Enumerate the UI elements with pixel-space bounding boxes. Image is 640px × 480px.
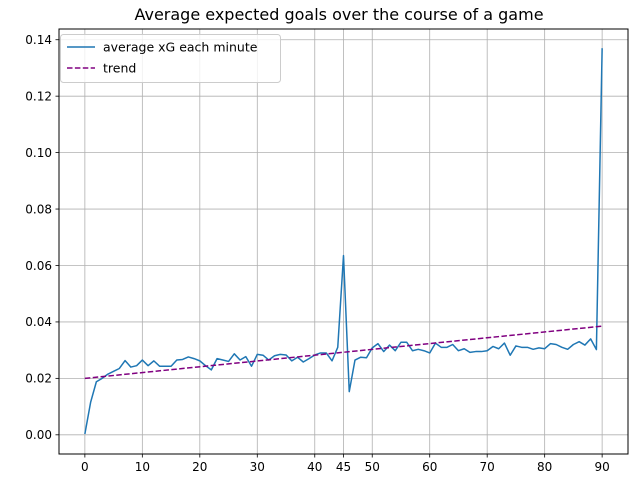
chart-title: Average expected goals over the course o… (134, 5, 543, 24)
legend-box (60, 34, 281, 83)
y-tick-label: 0.00 (25, 428, 52, 442)
y-tick-label: 0.06 (25, 259, 52, 273)
series-layer (84, 48, 603, 435)
y-tick-label: 0.12 (25, 89, 52, 103)
legend-label-trend: trend (103, 61, 136, 76)
legend-label-xg: average xG each minute (103, 40, 258, 55)
y-tick-label: 0.04 (25, 315, 52, 329)
x-tick-label: 80 (537, 460, 552, 474)
x-tick-label: 60 (422, 460, 437, 474)
x-tick-label: 45 (336, 460, 351, 474)
y-tick-label: 0.02 (25, 372, 52, 386)
y-tick-label: 0.10 (25, 146, 52, 160)
y-tick-label: 0.14 (25, 33, 52, 47)
y-axis: 0.00 0.02 0.04 0.06 0.08 0.10 0.12 0.14 (25, 33, 59, 442)
x-tick-label: 20 (192, 460, 207, 474)
xg-series-line (84, 48, 603, 435)
x-axis: 0 10 20 30 40 45 50 60 70 80 90 (81, 454, 610, 474)
x-tick-label: 90 (594, 460, 609, 474)
grid (59, 29, 628, 454)
y-tick-label: 0.08 (25, 202, 52, 216)
x-tick-label: 50 (365, 460, 380, 474)
x-tick-label: 70 (480, 460, 495, 474)
x-tick-label: 0 (81, 460, 89, 474)
x-tick-label: 10 (135, 460, 150, 474)
legend: average xG each minute trend (60, 34, 281, 83)
x-tick-label: 30 (250, 460, 265, 474)
x-tick-label: 40 (307, 460, 322, 474)
